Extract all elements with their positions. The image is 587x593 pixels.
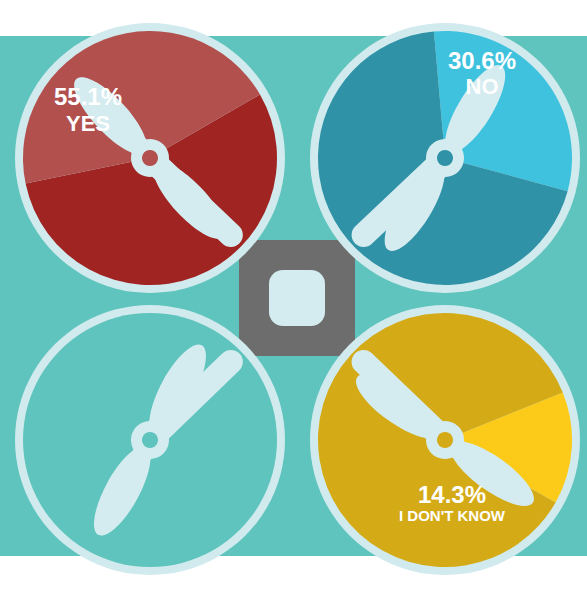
svg-text:YES: YES <box>66 111 110 136</box>
svg-text:I DON'T KNOW: I DON'T KNOW <box>399 507 506 524</box>
svg-text:30.6%: 30.6% <box>448 47 516 74</box>
svg-text:14.3%: 14.3% <box>418 481 486 508</box>
svg-text:55.1%: 55.1% <box>54 83 122 110</box>
svg-text:NO: NO <box>466 74 499 99</box>
